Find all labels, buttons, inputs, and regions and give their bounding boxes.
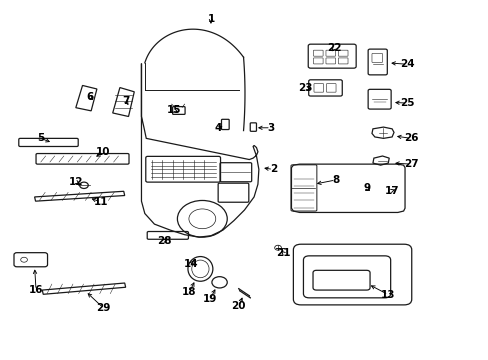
Text: 4: 4 [214, 123, 222, 133]
Text: 8: 8 [331, 175, 339, 185]
Text: 6: 6 [86, 92, 94, 102]
Text: 17: 17 [384, 186, 399, 195]
Text: 13: 13 [380, 290, 395, 300]
Text: 26: 26 [403, 133, 418, 143]
Text: 3: 3 [266, 123, 274, 133]
Text: 29: 29 [96, 303, 110, 313]
Text: 9: 9 [363, 183, 369, 193]
Text: 18: 18 [182, 287, 196, 297]
Text: 14: 14 [183, 259, 198, 269]
Text: 24: 24 [399, 59, 414, 69]
Text: 10: 10 [96, 148, 110, 157]
Text: 21: 21 [276, 248, 290, 258]
Text: 15: 15 [166, 105, 181, 115]
Text: 25: 25 [399, 98, 414, 108]
Text: 27: 27 [403, 159, 418, 169]
Text: 12: 12 [68, 177, 83, 187]
Text: 23: 23 [298, 83, 312, 93]
Text: 1: 1 [207, 14, 214, 24]
Text: 20: 20 [231, 301, 245, 311]
Text: 2: 2 [269, 165, 276, 174]
Text: 16: 16 [29, 285, 43, 295]
Text: 19: 19 [203, 294, 217, 304]
Text: 28: 28 [157, 236, 171, 246]
Text: 22: 22 [326, 43, 341, 53]
Text: 7: 7 [122, 96, 129, 105]
Text: 5: 5 [37, 133, 44, 143]
Text: 11: 11 [93, 197, 108, 207]
